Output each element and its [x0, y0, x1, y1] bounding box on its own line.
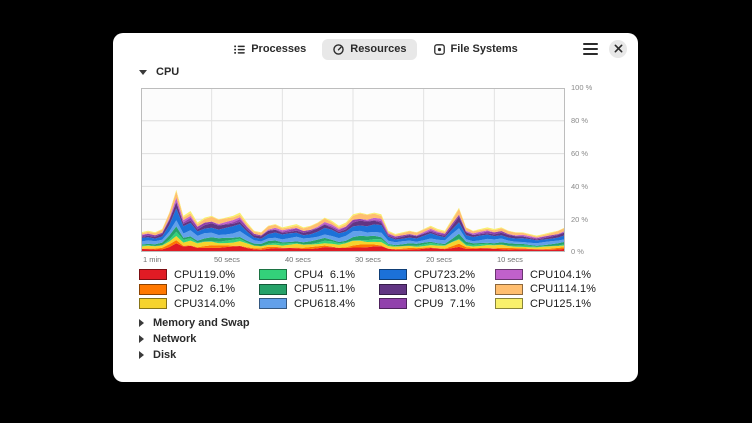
tab-processes-label: Processes — [251, 43, 307, 55]
cpu9-label: CPU9 — [414, 297, 444, 310]
legend-item-cpu6: CPU6 18.4% — [259, 297, 355, 310]
tab-resources-label: Resources — [350, 43, 407, 55]
cpu1-label: CPU1 — [174, 268, 204, 281]
cpu-legend-col-1: CPU1 19.0% CPU2 6.1% CPU3 14.0% — [139, 268, 235, 312]
disk-section-label: Disk — [153, 349, 177, 361]
cpu3-color-swatch — [139, 298, 167, 309]
x-tick-40secs: 40 secs — [285, 255, 311, 264]
cpu10-color-swatch — [495, 269, 523, 280]
cpu5-value: 11.1% — [324, 283, 355, 295]
disk-section-expander[interactable]: Disk — [139, 349, 176, 361]
tab-file-systems[interactable]: File Systems — [423, 39, 528, 60]
cpu9-color-swatch — [379, 298, 407, 309]
cpu1-color-swatch — [139, 269, 167, 280]
cpu12-value: 5.1% — [565, 297, 591, 310]
y-tick-100: 100 % — [571, 83, 593, 92]
cpu7-color-swatch — [379, 269, 407, 280]
cpu2-label: CPU2 — [174, 283, 204, 295]
cpu-usage-chart — [141, 88, 565, 252]
cpu-legend-col-2: CPU4 6.1% CPU5 11.1% CPU6 18.4% — [259, 268, 355, 312]
legend-item-cpu8: CPU8 13.0% — [379, 283, 475, 296]
cpu3-label: CPU3 — [174, 297, 204, 310]
legend-item-cpu10: CPU10 4.1% — [495, 268, 591, 281]
close-icon — [614, 40, 623, 58]
cpu-section-expander[interactable]: CPU — [139, 66, 179, 78]
cpu8-color-swatch — [379, 283, 407, 295]
cpu9-value: 7.1% — [449, 297, 475, 310]
header-bar: Processes Resources File Systems — [113, 33, 638, 65]
x-tick-50secs: 50 secs — [214, 255, 240, 264]
cpu12-label: CPU12 — [530, 297, 566, 310]
legend-item-cpu12: CPU12 5.1% — [495, 297, 591, 310]
y-tick-0: 0 % — [571, 247, 584, 256]
y-tick-20: 20 % — [571, 215, 589, 224]
cpu10-value: 4.1% — [565, 268, 591, 281]
close-button[interactable] — [609, 40, 627, 58]
cpu11-value: 14.1% — [564, 283, 596, 295]
legend-item-cpu11: CPU11 14.1% — [495, 283, 596, 296]
processes-list-icon — [233, 43, 246, 56]
legend-item-cpu3: CPU3 14.0% — [139, 297, 235, 310]
menu-icon[interactable] — [583, 43, 598, 55]
cpu8-label: CPU8 — [414, 283, 444, 295]
cpu-legend-col-4: CPU10 4.1% CPU11 14.1% CPU12 5.1% — [495, 268, 596, 312]
network-section-label: Network — [153, 333, 197, 345]
cpu7-label: CPU7 — [414, 268, 444, 281]
cpu6-label: CPU6 — [294, 297, 324, 310]
network-section-expander[interactable]: Network — [139, 333, 196, 345]
cpu2-color-swatch — [139, 283, 167, 295]
tab-processes[interactable]: Processes — [223, 39, 316, 60]
cpu5-label: CPU5 — [294, 283, 324, 295]
legend-item-cpu9: CPU9 7.1% — [379, 297, 475, 310]
cpu-legend-col-3: CPU7 23.2% CPU8 13.0% CPU9 7.1% — [379, 268, 475, 312]
cpu2-value: 6.1% — [209, 283, 235, 295]
cpu4-label: CPU4 — [294, 268, 324, 281]
system-monitor-window: Processes Resources File Systems — [113, 33, 638, 382]
tab-file-systems-label: File Systems — [450, 43, 518, 55]
x-tick-20secs: 20 secs — [426, 255, 452, 264]
legend-item-cpu2: CPU2 6.1% — [139, 283, 235, 296]
chevron-right-icon — [139, 351, 144, 359]
cpu4-color-swatch — [259, 269, 287, 280]
legend-item-cpu7: CPU7 23.2% — [379, 268, 475, 281]
x-tick-10secs: 10 secs — [497, 255, 523, 264]
cpu3-value: 14.0% — [203, 297, 235, 310]
y-tick-60: 60 % — [571, 149, 589, 158]
resources-gauge-icon — [332, 43, 345, 56]
chevron-right-icon — [139, 335, 144, 343]
window-controls — [583, 33, 627, 65]
cpu4-value: 6.1% — [329, 268, 355, 281]
cpu-section-label: CPU — [156, 66, 180, 78]
x-axis-labels: 1 min 50 secs 40 secs 30 secs 20 secs 10… — [141, 255, 571, 265]
cpu11-label: CPU11 — [530, 283, 565, 295]
legend-item-cpu1: CPU1 19.0% — [139, 268, 235, 281]
cpu8-value: 13.0% — [443, 283, 475, 295]
cpu7-value: 23.2% — [443, 268, 475, 281]
cpu1-value: 19.0% — [203, 268, 235, 281]
cpu6-value: 18.4% — [323, 297, 355, 310]
memory-section-expander[interactable]: Memory and Swap — [139, 317, 250, 329]
memory-section-label: Memory and Swap — [153, 317, 250, 329]
cpu11-color-swatch — [495, 283, 523, 295]
legend-item-cpu5: CPU5 11.1% — [259, 283, 355, 296]
y-tick-40: 40 % — [571, 182, 589, 191]
tab-resources[interactable]: Resources — [322, 38, 417, 60]
file-systems-disk-icon — [433, 43, 446, 56]
legend-item-cpu4: CPU4 6.1% — [259, 268, 355, 281]
cpu5-color-swatch — [259, 283, 287, 295]
x-tick-1min: 1 min — [143, 255, 162, 264]
y-tick-80: 80 % — [571, 116, 589, 125]
x-tick-30secs: 30 secs — [355, 255, 381, 264]
chevron-right-icon — [139, 319, 144, 327]
cpu12-color-swatch — [495, 298, 523, 309]
chevron-down-icon — [139, 69, 147, 75]
cpu10-label: CPU10 — [530, 268, 566, 281]
cpu6-color-swatch — [259, 298, 287, 309]
